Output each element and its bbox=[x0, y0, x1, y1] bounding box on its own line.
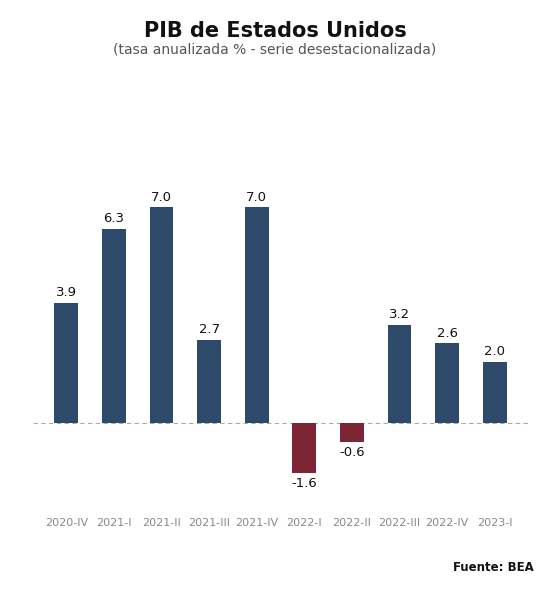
Text: 3.9: 3.9 bbox=[56, 287, 77, 299]
Text: 2.0: 2.0 bbox=[484, 345, 505, 358]
Text: 2.7: 2.7 bbox=[199, 324, 219, 336]
Bar bbox=[293, 424, 316, 473]
Text: -0.6: -0.6 bbox=[339, 446, 365, 459]
Bar bbox=[150, 208, 173, 424]
Bar bbox=[340, 424, 364, 442]
Bar bbox=[197, 340, 221, 424]
Text: 6.3: 6.3 bbox=[103, 212, 124, 225]
Bar bbox=[435, 343, 459, 424]
Text: Fuente: BEA: Fuente: BEA bbox=[453, 561, 534, 574]
Bar bbox=[388, 325, 411, 424]
Bar bbox=[102, 229, 126, 424]
Bar bbox=[245, 208, 268, 424]
Text: (tasa anualizada % - serie desestacionalizada): (tasa anualizada % - serie desestacional… bbox=[113, 42, 437, 56]
Text: -1.6: -1.6 bbox=[292, 476, 317, 490]
Text: 2.6: 2.6 bbox=[437, 327, 458, 339]
Text: 7.0: 7.0 bbox=[246, 191, 267, 204]
Bar bbox=[483, 362, 507, 424]
Bar bbox=[54, 303, 78, 424]
Text: 7.0: 7.0 bbox=[151, 191, 172, 204]
Text: PIB de Estados Unidos: PIB de Estados Unidos bbox=[144, 21, 406, 41]
Text: 3.2: 3.2 bbox=[389, 308, 410, 321]
